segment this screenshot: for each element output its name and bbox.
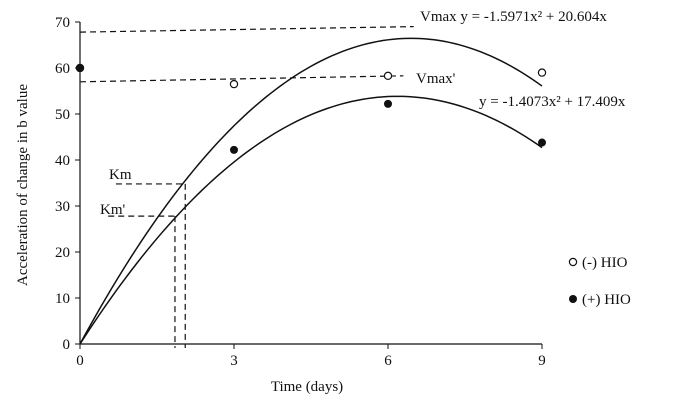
- legend-marker-plus-hio: [569, 295, 577, 303]
- km-label: Km: [109, 167, 132, 183]
- y-tick-label: 0: [63, 337, 71, 353]
- fit-curve-series-0: [79, 37, 543, 345]
- fit-curve-series-1: [79, 95, 543, 345]
- plus-hio-point: [384, 99, 392, 108]
- legend-label-plus-hio: (+) HIO: [582, 292, 631, 308]
- vmax-reference-line: [79, 26, 414, 33]
- y-tick-label: 50: [55, 107, 70, 123]
- legend-label-minus-hio: (-) HIO: [582, 255, 628, 271]
- plus-hio-point: [538, 138, 546, 147]
- axes: 0 10 20 30 40 50 60 70 0 3 6 9: [55, 15, 546, 369]
- minus-hio-point: [383, 71, 393, 81]
- vmax-equation-label: Vmax y = -1.5971x² + 20.604x: [420, 9, 607, 25]
- x-tick-label: 9: [538, 353, 546, 369]
- minus-hio-point: [229, 79, 239, 89]
- x-tick-label: 6: [384, 353, 392, 369]
- minus-hio-point: [537, 68, 547, 77]
- second-equation-label: y = -1.4073x² + 17.409x: [479, 94, 626, 110]
- x-axis-title: Time (days): [271, 379, 343, 395]
- vmax-prime-reference-line: [79, 75, 404, 83]
- y-tick-label: 20: [55, 245, 70, 261]
- vmax-prime-label: Vmax': [416, 71, 456, 87]
- legend: (-) HIO (+) HIO: [568, 255, 631, 308]
- plus-hio-point: [76, 64, 84, 72]
- fit-curves: [79, 37, 543, 345]
- y-tick-label: 70: [55, 15, 70, 31]
- legend-marker-minus-hio: [568, 257, 578, 267]
- y-axis-title: Acceleration of change in b value: [15, 84, 31, 286]
- plus-hio-point: [230, 145, 238, 154]
- y-tick-label: 30: [55, 199, 70, 215]
- km-prime-label: Km': [100, 202, 126, 218]
- x-tick-label: 3: [230, 353, 238, 369]
- y-tick-label: 40: [55, 153, 70, 169]
- y-tick-label: 60: [55, 61, 70, 77]
- reference-lines: [79, 26, 414, 348]
- data-points: [75, 63, 547, 154]
- y-tick-label: 10: [55, 291, 70, 307]
- x-tick-label: 0: [76, 353, 84, 369]
